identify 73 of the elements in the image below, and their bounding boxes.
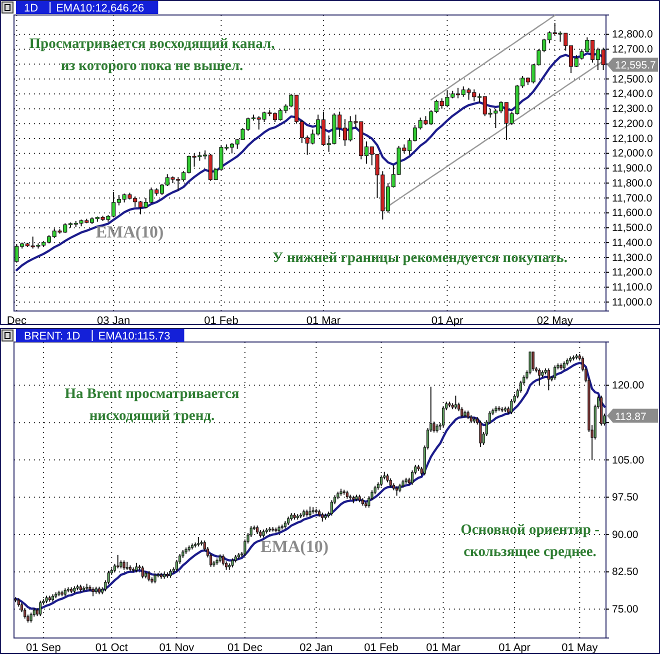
candlestick xyxy=(122,560,126,570)
candlestick xyxy=(532,351,534,372)
x-tick-label: 01 May xyxy=(562,642,598,654)
x-tick-label: 01 Sep xyxy=(26,642,61,654)
candlestick xyxy=(148,570,150,582)
x-tick-label: 01 Oct xyxy=(95,642,128,654)
y-tick-label: 12,100.0 xyxy=(612,132,654,145)
x-tick-label: 01 Feb xyxy=(364,642,398,654)
candlestick xyxy=(197,536,200,547)
candlestick xyxy=(135,562,138,573)
y-tick-label: 11,900.0 xyxy=(612,162,652,175)
y-tick-label: 12,700.0 xyxy=(612,44,654,56)
y-tick-label: 75.00 xyxy=(612,604,638,616)
annotation: EMA10:115.73 xyxy=(98,330,170,342)
y-tick-label: 12,500.0 xyxy=(612,73,654,86)
y-tick-label: 11,500.0 xyxy=(612,222,652,234)
y-tick-label: 11,700.0 xyxy=(612,192,652,204)
candlestick xyxy=(30,612,32,624)
x-tick-label: Dec xyxy=(6,314,27,327)
y-tick-label: 11,800.0 xyxy=(612,177,652,190)
y-tick-label: 11,200.0 xyxy=(612,266,652,279)
annotation: У нижней границы рекомендуется покупать. xyxy=(272,250,568,266)
candlestick xyxy=(538,368,541,386)
x-tick-label: 02 May xyxy=(536,314,574,327)
series-label: EMA(10) xyxy=(260,537,328,556)
x-tick-label: 01 Apr xyxy=(431,314,464,327)
y-tick-label: 11,600.0 xyxy=(612,207,652,220)
y-tick-label: 12,200.0 xyxy=(612,118,654,130)
candlestick xyxy=(460,406,464,418)
x-tick-label: 01 Dec xyxy=(227,642,263,654)
y-tick-label: 11,000.0 xyxy=(612,296,652,308)
x-tick-label: 01 Apr xyxy=(498,642,531,654)
y-tick-label: 12,400.0 xyxy=(612,88,654,100)
y-tick-label: 11,100.0 xyxy=(612,282,652,294)
candlestick xyxy=(442,406,445,428)
y-tick-label: 105.00 xyxy=(612,454,644,466)
y-tick-label: 12,000.0 xyxy=(612,148,654,160)
x-tick-label: 01 Mar xyxy=(306,314,341,327)
candlestick xyxy=(39,600,42,617)
y-tick-label: 82.50 xyxy=(612,566,638,578)
y-tick-label: 97.50 xyxy=(612,492,638,504)
candlestick xyxy=(380,474,383,487)
x-tick-label: 01 Feb xyxy=(204,314,238,327)
text: EMA10:12,646.26 xyxy=(56,2,144,14)
x-tick-label: 01 Mar xyxy=(426,642,461,654)
line-series xyxy=(430,14,556,100)
candlestick xyxy=(454,395,457,410)
y-tick-label: 12,300.0 xyxy=(612,103,654,116)
chart-title: BRENT: 1D xyxy=(24,330,80,342)
chart-title: 1D xyxy=(24,2,38,14)
x-tick-label: 03 Jan xyxy=(97,314,130,327)
candlestick xyxy=(479,420,482,448)
candlestick xyxy=(222,554,225,566)
x-tick-label: 01 Nov xyxy=(159,642,195,654)
y-tick-label: 120.00 xyxy=(612,380,644,392)
candlestick xyxy=(554,364,556,380)
y-tick-label: 12,800.0 xyxy=(612,28,654,41)
candlestick xyxy=(547,368,550,391)
annotation: Просматривается восходящий канал, из которого пока не вышел. xyxy=(29,36,276,74)
x-tick-label: 02 Jan xyxy=(300,642,333,654)
annotation: На Brent просматривается нисходящий тренд. xyxy=(64,386,240,424)
text: 12,595.7 xyxy=(615,60,656,72)
y-tick-label: 11,300.0 xyxy=(612,252,652,264)
candlestick xyxy=(141,565,144,579)
y-tick-label: 90.00 xyxy=(612,528,638,541)
candlestick xyxy=(308,506,312,518)
y-tick-label: 11,400.0 xyxy=(612,236,652,249)
text: 113.87 xyxy=(615,410,646,423)
candlestick xyxy=(116,554,120,569)
candlestick xyxy=(154,572,156,584)
series-label: EMA(10) xyxy=(96,222,164,242)
candlestick xyxy=(395,486,398,496)
annotation: Основной ориентир - скользящее среднее. xyxy=(460,522,600,560)
